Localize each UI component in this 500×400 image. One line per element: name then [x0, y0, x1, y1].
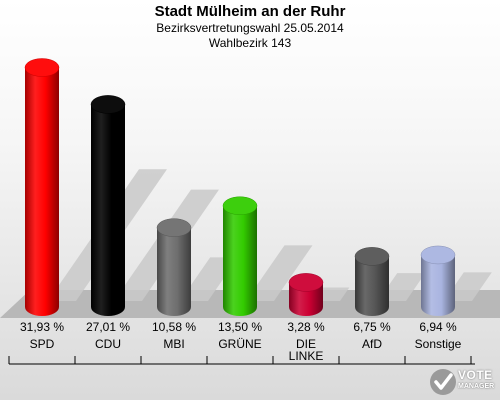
bar-shadow-sonstige	[444, 272, 492, 301]
category-label-spd: SPD	[30, 337, 55, 351]
category-label-die-linke: DIE LINKE	[289, 337, 324, 363]
value-label-afd: 6,75 %	[353, 320, 391, 334]
bar-spd	[24, 58, 60, 317]
logo-text-vote: VOTE	[458, 368, 493, 382]
value-label-die-linke: 3,28 %	[287, 320, 325, 334]
value-label-gr-ne: 13,50 %	[218, 320, 262, 334]
bar-shadow-gr-ne	[246, 245, 313, 301]
category-label-mbi: MBI	[163, 337, 184, 351]
bar-afd	[354, 247, 390, 316]
ballot-check-icon	[430, 369, 456, 395]
bar-mbi	[156, 218, 192, 316]
bar-die-linke	[288, 273, 324, 316]
category-label-afd: AfD	[362, 337, 382, 351]
value-label-spd: 31,93 %	[20, 320, 64, 334]
category-label-gr-ne: GRÜNE	[218, 337, 261, 351]
category-label-cdu: CDU	[95, 337, 121, 351]
logo-text-manager: MANAGER	[458, 383, 495, 390]
chart-title: Stadt Mülheim an der Ruhr	[154, 3, 346, 20]
title-block: Stadt Mülheim an der Ruhr Bezirksvertret…	[0, 2, 500, 51]
bar-gr-ne	[222, 196, 258, 316]
district-label: Wahlbezirk 143	[208, 36, 292, 50]
value-label-mbi: 10,58 %	[152, 320, 196, 334]
bar-sonstige	[420, 245, 456, 316]
value-label-cdu: 27,01 %	[86, 320, 130, 334]
category-label-sonstige: Sonstige	[415, 337, 462, 351]
chart-subtitle: Bezirksvertretungswahl 25.05.2014	[156, 21, 344, 35]
vote-manager-logo: VOTE MANAGER	[428, 366, 496, 398]
bar-shadow-afd	[378, 273, 426, 301]
value-label-sonstige: 6,94 %	[419, 320, 457, 334]
bar-cdu	[90, 95, 126, 316]
